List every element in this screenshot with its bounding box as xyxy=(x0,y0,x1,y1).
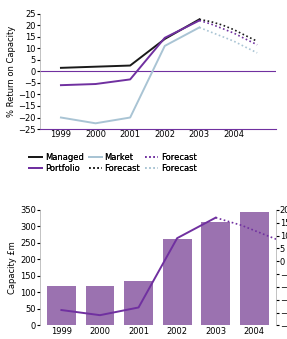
Bar xyxy=(47,286,76,325)
Bar xyxy=(163,239,192,325)
Bar xyxy=(86,286,115,325)
Y-axis label: % Return on Capacity: % Return on Capacity xyxy=(7,26,16,117)
Legend: Managed, Portfolio, Market, Forecast, Forecast, Forecast: Managed, Portfolio, Market, Forecast, Fo… xyxy=(26,149,200,176)
Bar xyxy=(201,222,230,325)
Bar xyxy=(240,212,269,325)
Bar xyxy=(124,281,153,325)
Y-axis label: Capacity £m: Capacity £m xyxy=(8,241,17,294)
